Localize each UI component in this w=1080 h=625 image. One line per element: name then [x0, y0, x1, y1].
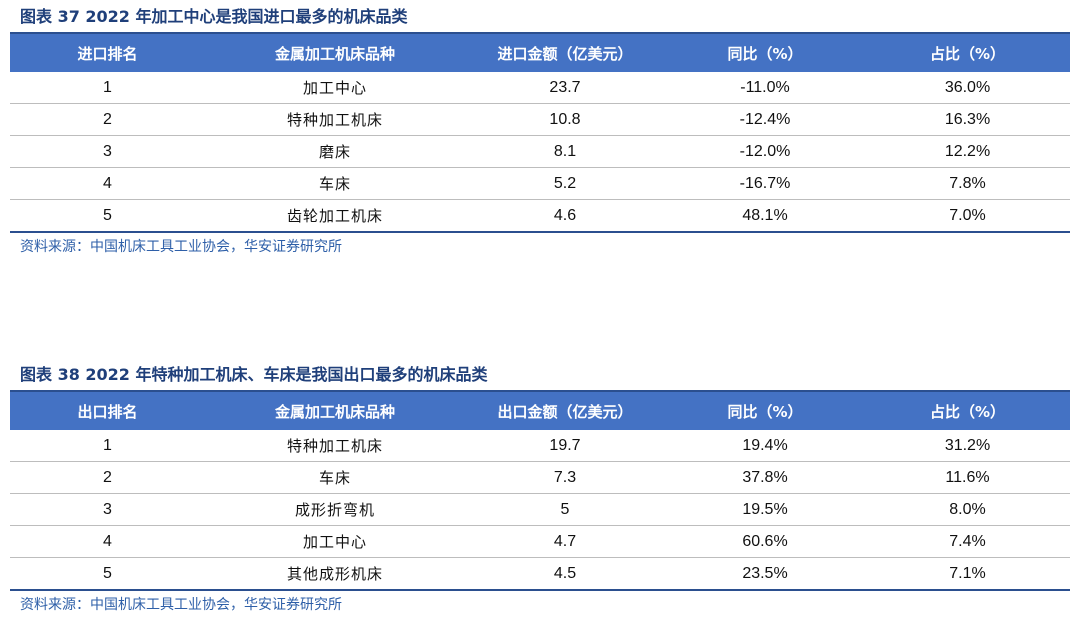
import-ranking-table: 进口排名 金属加工机床品种 进口金额（亿美元） 同比（%） 占比（%） 1 加工… [10, 34, 1070, 233]
cell-rank: 4 [10, 525, 205, 558]
cell-category: 加工中心 [205, 525, 465, 558]
table-row: 4 加工中心 4.7 60.6% 7.4% [10, 525, 1070, 558]
cell-category: 磨床 [205, 135, 465, 168]
cell-share: 36.0% [865, 72, 1070, 104]
cell-rank: 2 [10, 461, 205, 494]
header-amount: 进口金额（亿美元） [465, 34, 665, 72]
cell-yoy: -12.4% [665, 103, 865, 136]
cell-share: 7.1% [865, 557, 1070, 591]
header-category: 金属加工机床品种 [205, 34, 465, 72]
cell-amount: 5 [465, 493, 665, 526]
cell-amount: 7.3 [465, 461, 665, 494]
header-category: 金属加工机床品种 [205, 392, 465, 430]
cell-amount: 4.6 [465, 199, 665, 233]
header-share: 占比（%） [865, 392, 1070, 430]
cell-yoy: 23.5% [665, 557, 865, 591]
table-row: 2 车床 7.3 37.8% 11.6% [10, 461, 1070, 494]
cell-rank: 3 [10, 493, 205, 526]
cell-amount: 19.7 [465, 430, 665, 462]
cell-category: 车床 [205, 461, 465, 494]
cell-yoy: 19.4% [665, 430, 865, 462]
table-header-row: 出口排名 金属加工机床品种 出口金额（亿美元） 同比（%） 占比（%） [10, 392, 1070, 430]
cell-rank: 2 [10, 103, 205, 136]
cell-rank: 4 [10, 167, 205, 200]
cell-amount: 4.5 [465, 557, 665, 591]
cell-rank: 1 [10, 430, 205, 462]
cell-rank: 1 [10, 72, 205, 104]
cell-amount: 5.2 [465, 167, 665, 200]
cell-amount: 23.7 [465, 72, 665, 104]
import-table-block: 图表 37 2022 年加工中心是我国进口最多的机床品类 进口排名 金属加工机床… [10, 2, 1070, 261]
cell-amount: 10.8 [465, 103, 665, 136]
cell-amount: 4.7 [465, 525, 665, 558]
header-share: 占比（%） [865, 34, 1070, 72]
table-row: 1 加工中心 23.7 -11.0% 36.0% [10, 72, 1070, 104]
import-table-source: 资料来源：中国机床工具工业协会，华安证券研究所 [20, 239, 342, 255]
table-row: 4 车床 5.2 -16.7% 7.8% [10, 167, 1070, 200]
cell-yoy: 48.1% [665, 199, 865, 233]
cell-share: 16.3% [865, 103, 1070, 136]
cell-amount: 8.1 [465, 135, 665, 168]
cell-share: 8.0% [865, 493, 1070, 526]
cell-category: 加工中心 [205, 72, 465, 104]
cell-category: 车床 [205, 167, 465, 200]
cell-share: 7.4% [865, 525, 1070, 558]
cell-yoy: 19.5% [665, 493, 865, 526]
cell-yoy: 60.6% [665, 525, 865, 558]
cell-share: 7.0% [865, 199, 1070, 233]
header-yoy: 同比（%） [665, 392, 865, 430]
table-header-row: 进口排名 金属加工机床品种 进口金额（亿美元） 同比（%） 占比（%） [10, 34, 1070, 72]
cell-category: 特种加工机床 [205, 103, 465, 136]
cell-rank: 5 [10, 199, 205, 233]
cell-share: 7.8% [865, 167, 1070, 200]
cell-category: 成形折弯机 [205, 493, 465, 526]
cell-share: 11.6% [865, 461, 1070, 494]
cell-category: 特种加工机床 [205, 430, 465, 462]
table-row: 3 磨床 8.1 -12.0% 12.2% [10, 135, 1070, 168]
header-yoy: 同比（%） [665, 34, 865, 72]
table-row: 2 特种加工机床 10.8 -12.4% 16.3% [10, 103, 1070, 136]
import-table-title: 图表 37 2022 年加工中心是我国进口最多的机床品类 [10, 2, 1070, 34]
table-row: 1 特种加工机床 19.7 19.4% 31.2% [10, 430, 1070, 462]
table-row: 5 齿轮加工机床 4.6 48.1% 7.0% [10, 199, 1070, 233]
cell-rank: 5 [10, 557, 205, 591]
export-ranking-table: 出口排名 金属加工机床品种 出口金额（亿美元） 同比（%） 占比（%） 1 特种… [10, 392, 1070, 591]
export-table-block: 图表 38 2022 年特种加工机床、车床是我国出口最多的机床品类 出口排名 金… [10, 360, 1070, 619]
cell-share: 12.2% [865, 135, 1070, 168]
cell-category: 其他成形机床 [205, 557, 465, 591]
cell-yoy: -11.0% [665, 72, 865, 104]
cell-yoy: -16.7% [665, 167, 865, 200]
table-row: 3 成形折弯机 5 19.5% 8.0% [10, 493, 1070, 526]
table-row: 5 其他成形机床 4.5 23.5% 7.1% [10, 557, 1070, 591]
cell-yoy: -12.0% [665, 135, 865, 168]
export-table-title: 图表 38 2022 年特种加工机床、车床是我国出口最多的机床品类 [10, 360, 1070, 392]
header-amount: 出口金额（亿美元） [465, 392, 665, 430]
header-rank: 进口排名 [10, 34, 205, 72]
cell-share: 31.2% [865, 430, 1070, 462]
cell-category: 齿轮加工机床 [205, 199, 465, 233]
header-rank: 出口排名 [10, 392, 205, 430]
cell-yoy: 37.8% [665, 461, 865, 494]
export-table-source: 资料来源：中国机床工具工业协会，华安证券研究所 [20, 597, 342, 613]
cell-rank: 3 [10, 135, 205, 168]
